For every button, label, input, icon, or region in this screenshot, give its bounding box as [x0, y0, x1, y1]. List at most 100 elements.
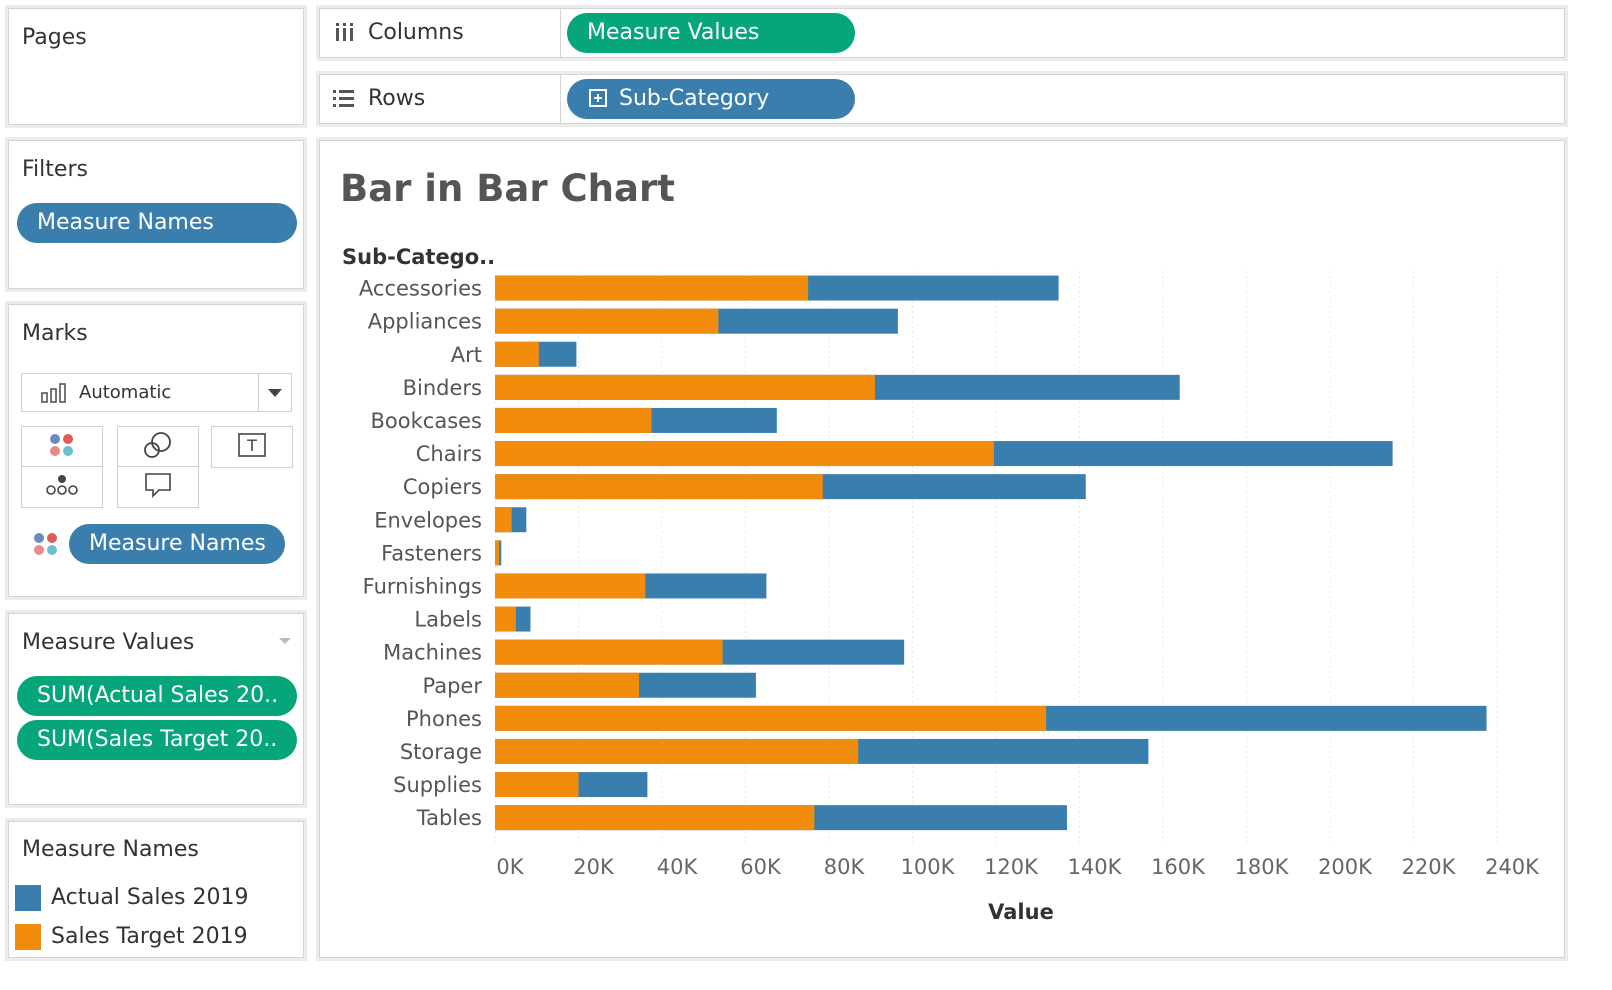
bar-target: [495, 341, 539, 367]
bar-target: [495, 772, 579, 798]
detail-dots-icon: [46, 474, 78, 500]
bar-target: [495, 441, 994, 467]
tooltip-bubble-icon: [144, 472, 172, 502]
sub-category-pill-label: Sub-Category: [619, 86, 770, 111]
bar-target: [495, 275, 809, 301]
expand-plus-icon[interactable]: [589, 89, 607, 107]
category-label: Appliances: [368, 310, 482, 334]
bar-target: [495, 507, 512, 533]
mark-type-dropdown[interactable]: Automatic: [21, 373, 292, 412]
legend-label-target[interactable]: Sales Target 2019: [51, 924, 248, 949]
row-header: Sub-Catego..: [342, 245, 495, 269]
bar-target: [495, 540, 500, 566]
category-label: Chairs: [416, 442, 482, 466]
measure-values-card: Measure Values SUM(Actual Sales 20.. SUM…: [8, 613, 304, 805]
filter-measure-names-pill[interactable]: Measure Names: [17, 203, 297, 243]
bar-target: [495, 474, 823, 500]
category-label: Accessories: [359, 277, 482, 301]
chart-title: Bar in Bar Chart: [340, 167, 675, 210]
x-tick-label: 20K: [573, 855, 615, 879]
rows-icon: [332, 88, 356, 110]
bar-target: [495, 573, 646, 599]
category-label: Fasteners: [381, 541, 482, 565]
bar-target: [495, 705, 1047, 731]
x-tick-label: 140K: [1068, 855, 1123, 879]
size-mark-button[interactable]: [117, 426, 199, 468]
category-label: Storage: [400, 740, 482, 764]
category-label: Labels: [414, 608, 482, 632]
text-label-icon: T: [238, 433, 266, 461]
size-circles-icon: [143, 431, 173, 463]
marks-title: Marks: [22, 321, 88, 346]
color-mark-button[interactable]: [21, 426, 103, 468]
bar-target: [495, 308, 719, 334]
bar-target: [495, 606, 516, 632]
pages-card: Pages: [8, 8, 304, 125]
bar-target: [495, 738, 859, 764]
legend-swatch-actual[interactable]: [15, 885, 41, 911]
legend-title: Measure Names: [22, 837, 199, 862]
shelf-divider: [560, 9, 561, 57]
category-label: Bookcases: [371, 409, 482, 433]
category-label: Machines: [383, 641, 482, 665]
rows-shelf[interactable]: Rows Sub-Category: [319, 74, 1565, 124]
x-tick-label: 240K: [1485, 855, 1540, 879]
category-label: Furnishings: [363, 574, 482, 598]
bar-target: [495, 407, 652, 433]
x-tick-label: 120K: [984, 855, 1039, 879]
bar-target: [495, 639, 723, 665]
category-label: Binders: [403, 376, 482, 400]
x-tick-label: 60K: [740, 855, 782, 879]
columns-label: Columns: [368, 20, 464, 45]
legend-label-actual[interactable]: Actual Sales 2019: [51, 885, 249, 910]
bar-target: [495, 805, 815, 831]
category-label: Paper: [423, 674, 483, 698]
mark-type-label: Automatic: [79, 382, 172, 403]
x-tick-label: 180K: [1235, 855, 1290, 879]
category-label: Supplies: [393, 773, 482, 797]
chart-card: Bar in Bar Chart 0K 20K 40K 60K 80K 100K 120K 1…: [319, 140, 1565, 958]
bar-chart-icon: [41, 383, 69, 407]
columns-shelf[interactable]: Columns Measure Values: [319, 8, 1565, 58]
color-encoding-icon: [33, 531, 59, 561]
legend-swatch-target[interactable]: [15, 924, 41, 950]
detail-mark-button[interactable]: [21, 466, 103, 508]
color-dots-icon: [49, 432, 75, 462]
shelf-divider: [560, 75, 561, 123]
category-label: Tables: [416, 806, 482, 830]
sub-category-pill[interactable]: Sub-Category: [567, 79, 855, 119]
x-tick-label: 100K: [901, 855, 956, 879]
dropdown-divider: [258, 374, 259, 411]
legend-card: Measure Names Actual Sales 2019 Sales Ta…: [8, 821, 304, 958]
svg-text:T: T: [246, 436, 257, 455]
bar-in-bar-chart: 0K 20K 40K 60K 80K 100K 120K 140K 160K 180K 200K 22…: [342, 245, 1540, 924]
bar-target: [495, 672, 640, 698]
measure-value-pill-target[interactable]: SUM(Sales Target 20..: [17, 720, 297, 760]
filters-card: Filters Measure Names: [8, 140, 304, 289]
x-tick-label: 80K: [824, 855, 866, 879]
x-tick-label: 220K: [1402, 855, 1457, 879]
rows-label: Rows: [368, 86, 426, 111]
chevron-down-icon[interactable]: [268, 389, 282, 397]
x-axis-label: Value: [988, 900, 1054, 924]
category-label: Envelopes: [374, 508, 482, 532]
category-label: Phones: [406, 707, 482, 731]
category-label: Copiers: [403, 475, 482, 499]
tooltip-mark-button[interactable]: [117, 466, 199, 508]
x-tick-label: 160K: [1151, 855, 1206, 879]
card-menu-arrow-icon[interactable]: [279, 638, 291, 644]
x-tick-label: 40K: [657, 855, 699, 879]
measure-values-pill[interactable]: Measure Values: [567, 13, 855, 53]
bar-target: [495, 374, 875, 400]
marks-card: Marks Automatic: [8, 304, 304, 597]
filters-title: Filters: [22, 157, 88, 182]
columns-icon: [334, 21, 356, 43]
color-measure-names-pill[interactable]: Measure Names: [69, 524, 285, 564]
measure-values-title: Measure Values: [22, 630, 195, 655]
measure-value-pill-actual[interactable]: SUM(Actual Sales 20..: [17, 676, 297, 716]
category-label: Art: [451, 343, 482, 367]
pages-title: Pages: [22, 25, 87, 50]
x-tick-label: 200K: [1318, 855, 1373, 879]
label-mark-button[interactable]: T: [211, 426, 293, 468]
x-tick-label: 0K: [496, 855, 524, 879]
